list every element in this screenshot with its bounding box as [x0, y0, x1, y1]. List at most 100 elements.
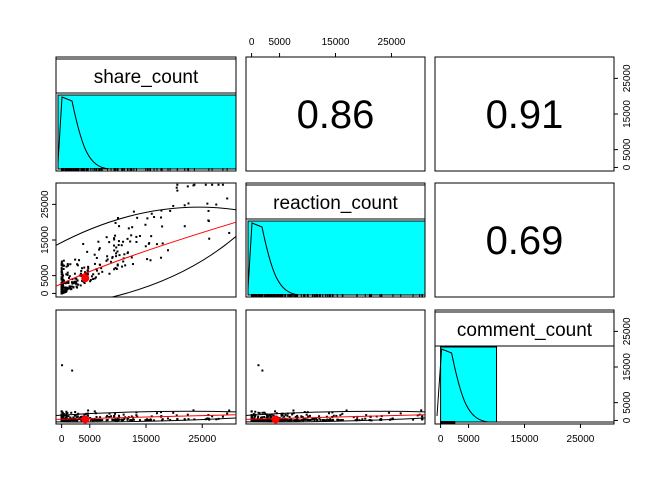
scatter-point: [136, 415, 139, 418]
scatter-point: [65, 290, 68, 293]
scatter-point: [304, 418, 307, 421]
scatter-point: [352, 416, 355, 419]
scatter-point: [93, 419, 96, 422]
scatter-point: [161, 225, 164, 228]
scatter-point: [115, 419, 118, 422]
scatter-point: [78, 259, 81, 262]
scatter-point: [86, 250, 89, 253]
scatter-point: [326, 418, 329, 421]
scatter-point: [87, 409, 90, 412]
scatter-point: [313, 417, 316, 420]
scatter-point: [175, 414, 178, 417]
scatter-point: [76, 415, 79, 418]
scatter-point: [122, 413, 125, 416]
scatter-point: [79, 284, 82, 287]
scatter-point: [291, 413, 294, 416]
scatter-point: [228, 409, 231, 412]
scatter-point: [131, 419, 134, 422]
scatter-point: [97, 240, 100, 243]
scatter-point: [292, 409, 295, 412]
y-tick-label: 5000: [40, 264, 51, 287]
correlation-value-1-2: 0.69: [486, 219, 564, 263]
scatter-point: [258, 412, 261, 415]
scatter-point: [61, 264, 64, 267]
x-tick-label: 25000: [188, 434, 216, 445]
scatter-point: [307, 418, 310, 421]
scatter-point: [67, 264, 70, 267]
scatter-point: [318, 415, 321, 418]
panel-frame-2-1: [245, 309, 426, 425]
scatter-point: [116, 263, 119, 266]
x-tick-label: 15000: [511, 434, 539, 445]
scatter-point: [61, 278, 64, 281]
scatter-point: [71, 285, 74, 288]
scatter-point: [92, 278, 95, 281]
loess-line: [55, 221, 237, 287]
scatter-point: [153, 216, 156, 219]
scatter-point: [253, 414, 256, 417]
scatter-point: [318, 417, 321, 420]
scatter-point: [64, 416, 67, 419]
scatter-point: [336, 418, 339, 421]
scatter-point: [135, 235, 138, 238]
x-tick-label: 0: [59, 434, 65, 445]
scatter-point: [192, 409, 195, 412]
scatter-point: [176, 418, 179, 421]
scatter-point: [111, 418, 114, 421]
scatter-point: [83, 266, 86, 269]
scatter-point: [93, 253, 96, 256]
scatter-point: [70, 411, 73, 414]
scatter-point: [269, 417, 272, 420]
scatter-point: [61, 289, 64, 292]
scatter-point: [108, 241, 111, 244]
scatter-point: [65, 416, 68, 419]
scatter-point: [283, 419, 286, 422]
scatter-point: [113, 238, 116, 241]
scatter-point: [60, 278, 63, 281]
density-curve-comment_count: [436, 348, 614, 423]
scatter-point: [286, 414, 289, 417]
confidence-band-lower: [55, 417, 237, 423]
x-tick-label: 5000: [79, 434, 102, 445]
scatter-point: [113, 249, 116, 252]
scatter-point: [126, 251, 129, 254]
scatter-point: [122, 419, 125, 422]
scatter-point: [82, 242, 85, 245]
scatter-point: [254, 410, 257, 413]
scatter-point: [114, 419, 117, 422]
y-tick-label: 5000: [622, 391, 633, 414]
scatter-point: [183, 204, 186, 207]
scatter-point: [183, 225, 186, 228]
scatter-point: [73, 414, 76, 417]
scatter-point: [74, 258, 77, 261]
x-tick-label: 5000: [268, 37, 291, 48]
scatter-point: [60, 267, 63, 270]
scatter-point: [204, 183, 207, 186]
histogram-bar-comment_count: [440, 346, 498, 423]
scatter-point: [136, 216, 139, 219]
scatter-point: [270, 415, 273, 418]
x-tick-label: 15000: [132, 434, 160, 445]
scatter-point: [70, 419, 73, 422]
scatter-point: [60, 288, 63, 291]
scatter-point: [420, 409, 423, 412]
scatter-point: [68, 419, 71, 422]
mean-point: [81, 274, 90, 283]
scatter-point: [123, 417, 126, 420]
scatter-point: [269, 419, 272, 422]
correlation-value-0-2: 0.91: [486, 93, 564, 137]
scatter-point: [127, 227, 130, 230]
scatter-point: [328, 419, 331, 422]
y-tick-label: 15000: [622, 100, 633, 128]
scatter-point: [72, 282, 75, 285]
scatter-point: [101, 419, 104, 422]
scatter-point: [160, 209, 163, 212]
scatter-point: [111, 255, 114, 258]
scatter-point: [160, 216, 163, 219]
density-curve-share_count: [57, 96, 236, 170]
scatter-point: [122, 240, 125, 243]
scatter-point: [74, 410, 77, 413]
scatter-point: [62, 289, 65, 292]
mean-point: [81, 415, 90, 424]
